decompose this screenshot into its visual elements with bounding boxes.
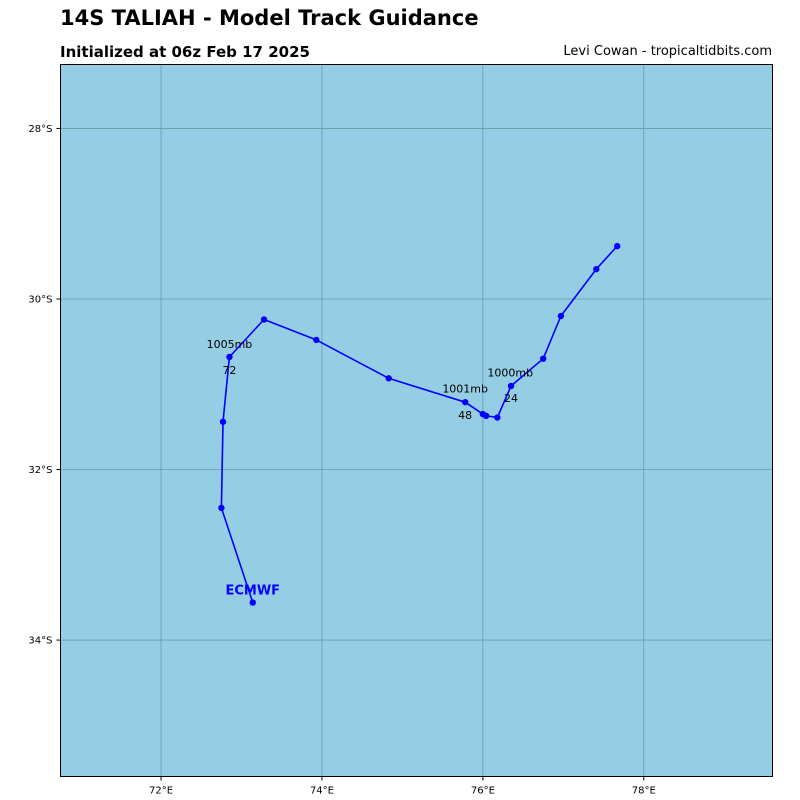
page-title: 14S TALIAH - Model Track Guidance	[60, 6, 479, 30]
track-point	[461, 398, 469, 406]
x-tick-label: 76°E	[471, 786, 495, 797]
track-annotation: 48	[458, 409, 472, 422]
track-point	[557, 312, 565, 320]
track-point	[507, 382, 515, 390]
axis-ticks: 72°E 74°E 76°E 78°E 28°S 30°S 32°S 34°S	[28, 124, 655, 797]
track-point	[540, 355, 547, 362]
track-point	[385, 375, 392, 382]
ocean-background	[60, 64, 773, 777]
track-point	[226, 353, 233, 361]
track-annotation: 24	[504, 392, 518, 405]
track-point	[219, 418, 227, 425]
y-tick-label: 28°S	[28, 124, 52, 135]
credit-text: Levi Cowan - tropicaltidbits.com	[563, 44, 772, 59]
track-point	[313, 336, 320, 344]
y-tick-label: 32°S	[28, 465, 52, 476]
track-point	[479, 410, 487, 418]
map-frame	[60, 64, 773, 777]
track-layer: 1000mb 24 1001mb 48 1005mb 72 ECMWF	[207, 242, 621, 606]
track-point	[593, 265, 600, 273]
track-annotation: 72	[222, 364, 236, 377]
track-annotation: 1000mb	[487, 366, 533, 379]
x-tick-label: 78°E	[632, 786, 656, 797]
track-point	[614, 242, 621, 250]
x-tick-label: 72°E	[149, 786, 173, 797]
track-line	[220, 245, 618, 603]
track-point	[218, 504, 225, 512]
init-time-subtitle: Initialized at 06z Feb 17 2025	[60, 43, 310, 61]
model-label: ECMWF	[225, 583, 280, 598]
y-tick-label: 34°S	[28, 636, 52, 647]
x-tick-label: 74°E	[310, 786, 334, 797]
track-point	[249, 599, 256, 606]
track-annotation: 1005mb	[207, 338, 253, 351]
track-annotation: 1001mb	[442, 383, 488, 396]
track-point	[494, 414, 501, 421]
track-point	[260, 316, 268, 323]
grid-lines	[60, 64, 773, 777]
y-tick-label: 30°S	[28, 294, 52, 305]
